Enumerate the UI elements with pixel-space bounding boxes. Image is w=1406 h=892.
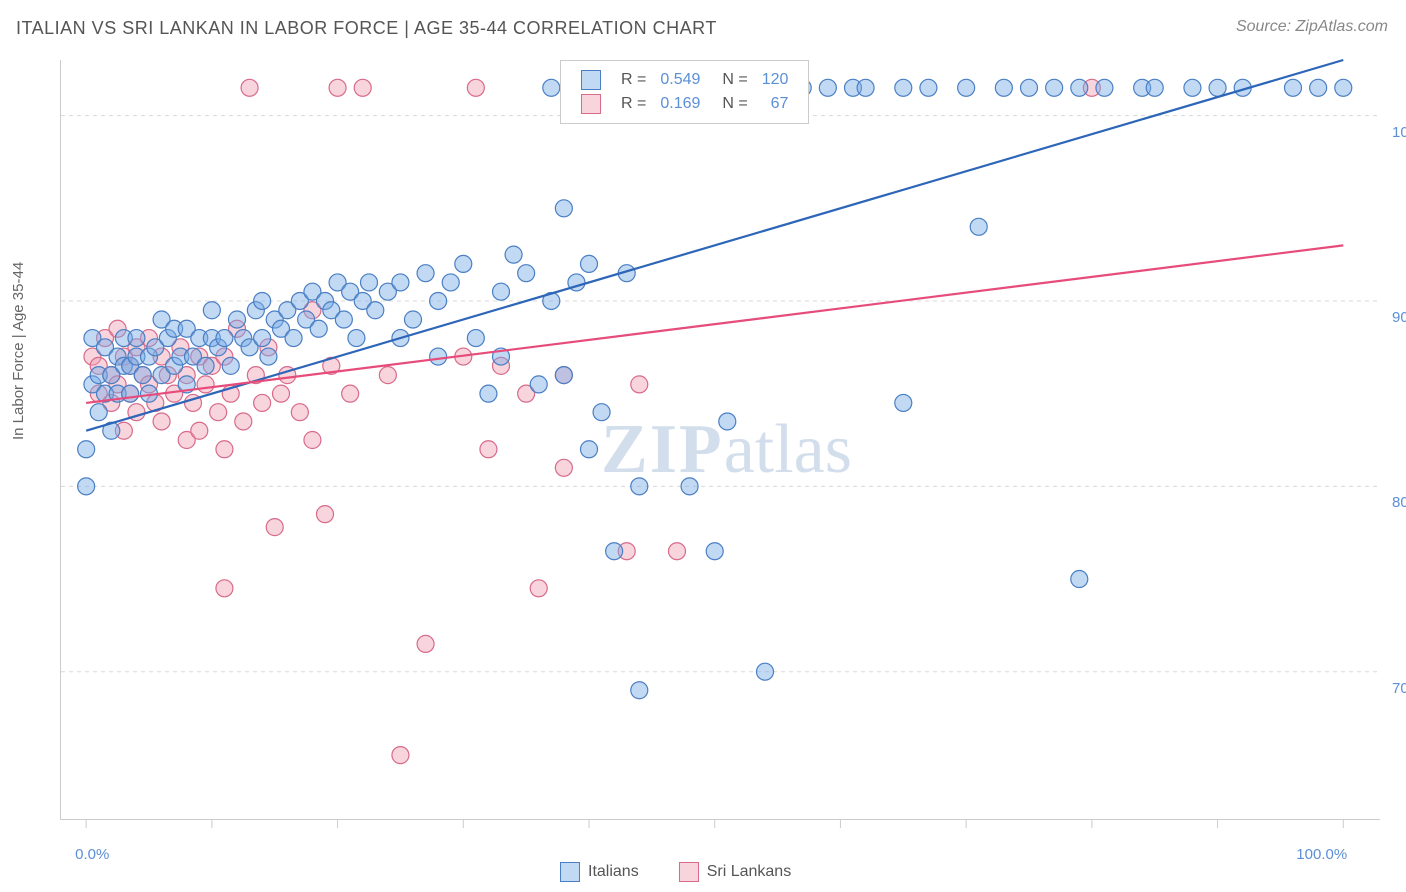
chart-title: ITALIAN VS SRI LANKAN IN LABOR FORCE | A… xyxy=(16,18,717,39)
y-tick-label: 100.0% xyxy=(1392,124,1406,141)
series-legend: Italians Sri Lankans xyxy=(560,862,831,882)
plot-area: ZIPatlas xyxy=(60,60,1380,820)
scatter-svg xyxy=(61,60,1380,819)
source-label: Source: ZipAtlas.com xyxy=(1236,18,1388,36)
legend-row-italians: R =0.549N =120 xyxy=(575,69,794,91)
legend-item-srilankans: Sri Lankans xyxy=(679,863,792,880)
legend-item-italians: Italians xyxy=(560,863,639,880)
y-tick-label: 80.0% xyxy=(1392,494,1406,511)
y-axis-label: In Labor Force | Age 35-44 xyxy=(10,262,27,440)
correlation-legend-table: R =0.549N =120R =0.169N =67 xyxy=(573,67,796,117)
y-tick-label: 90.0% xyxy=(1392,309,1406,326)
x-tick-label: 100.0% xyxy=(1296,846,1347,863)
correlation-legend: R =0.549N =120R =0.169N =67 xyxy=(560,60,809,124)
legend-row-srilankans: R =0.169N =67 xyxy=(575,93,794,115)
chart-container: ITALIAN VS SRI LANKAN IN LABOR FORCE | A… xyxy=(0,0,1406,892)
y-axis-label-wrap: In Labor Force | Age 35-44 xyxy=(10,0,50,892)
y-tick-label: 70.0% xyxy=(1392,680,1406,697)
x-tick-label: 0.0% xyxy=(75,846,109,863)
